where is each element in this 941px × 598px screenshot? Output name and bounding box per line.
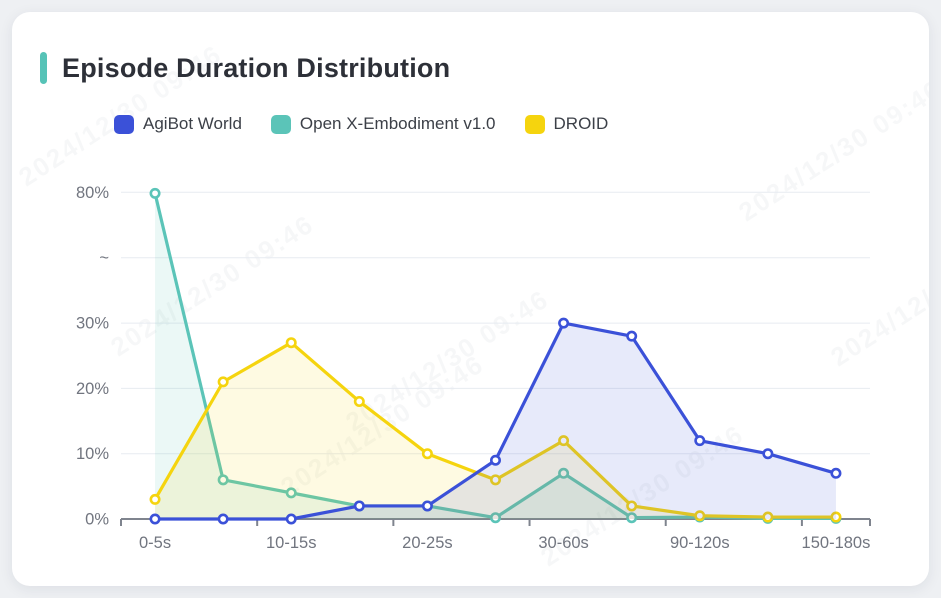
data-point-agibot-world-4[interactable] <box>421 500 433 512</box>
data-point-open-x-embodiment-v1-0-6[interactable] <box>558 467 570 479</box>
legend-swatch-icon <box>524 114 545 134</box>
series-area-open-x-embodiment-v1-0 <box>155 193 836 519</box>
data-point-droid-5[interactable] <box>489 474 501 486</box>
chart-card: 2024/12/30 09:46 2024/12/30 09:46 2024/12/… <box>12 12 929 586</box>
data-point-open-x-embodiment-v1-0-5[interactable] <box>489 512 501 524</box>
series-area-droid <box>155 342 836 519</box>
data-point-droid-10[interactable] <box>830 511 842 523</box>
data-point-droid-8[interactable] <box>694 510 706 522</box>
chart-header: Episode Duration Distribution <box>40 52 450 84</box>
data-point-droid-7[interactable] <box>626 500 638 512</box>
y-axis-break-label: ~ <box>99 249 109 267</box>
legend-label: Open X-Embodiment v1.0 <box>299 114 496 133</box>
x-axis-label: 20-25s <box>402 534 452 552</box>
data-point-agibot-world-10[interactable] <box>830 467 842 479</box>
data-point-agibot-world-3[interactable] <box>353 500 365 512</box>
legend-item-open-x-embodiment-v1-0[interactable]: Open X-Embodiment v1.0 <box>270 114 496 134</box>
data-point-droid-3[interactable] <box>353 395 365 407</box>
y-axis-label: 80% <box>76 184 109 202</box>
data-point-agibot-world-6[interactable] <box>558 317 570 329</box>
series-area-agibot-world <box>155 323 836 519</box>
data-point-droid-2[interactable] <box>285 337 297 349</box>
x-axis-label: 30-60s <box>538 534 588 552</box>
data-point-agibot-world-0[interactable] <box>149 513 161 525</box>
data-point-droid-4[interactable] <box>421 448 433 460</box>
data-point-agibot-world-9[interactable] <box>762 448 774 460</box>
data-point-droid-6[interactable] <box>558 435 570 447</box>
y-axis-label: 30% <box>76 315 109 333</box>
data-point-open-x-embodiment-v1-0-7[interactable] <box>626 512 638 524</box>
x-axis-label: 0-5s <box>139 534 171 552</box>
legend-label: AgiBot World <box>143 114 242 133</box>
data-point-agibot-world-5[interactable] <box>489 454 501 466</box>
series-agibot-world <box>149 317 842 525</box>
data-point-open-x-embodiment-v1-0-1[interactable] <box>217 474 229 486</box>
data-point-droid-1[interactable] <box>217 376 229 388</box>
data-point-droid-0[interactable] <box>149 493 161 505</box>
data-point-agibot-world-2[interactable] <box>285 513 297 525</box>
y-axis-label: 0% <box>85 511 109 529</box>
chart-title: Episode Duration Distribution <box>62 52 451 83</box>
data-point-droid-9[interactable] <box>762 511 774 523</box>
legend-swatch-icon <box>270 114 291 134</box>
x-axis-label: 10-15s <box>266 534 316 552</box>
legend-item-droid[interactable]: DROID <box>524 114 609 134</box>
x-axis-label: 90-120s <box>670 534 730 552</box>
legend-swatch-icon <box>114 114 134 134</box>
data-point-open-x-embodiment-v1-0-2[interactable] <box>285 487 297 499</box>
legend-item-agibot-world[interactable]: AgiBot World <box>114 114 242 134</box>
data-point-agibot-world-1[interactable] <box>217 513 229 525</box>
y-axis-label: 20% <box>76 380 109 398</box>
legend-label: DROID <box>553 114 609 133</box>
series-droid <box>149 337 842 523</box>
data-point-agibot-world-7[interactable] <box>626 330 638 342</box>
title-accent-bar <box>40 52 47 84</box>
chart-legend: AgiBot World Open X-Embodiment v1.0 DROID <box>114 114 608 134</box>
data-point-open-x-embodiment-v1-0-0[interactable] <box>149 187 161 199</box>
y-axis-label: 10% <box>76 445 109 463</box>
data-point-agibot-world-8[interactable] <box>694 435 706 447</box>
x-axis-label: 150-180s <box>802 534 871 552</box>
